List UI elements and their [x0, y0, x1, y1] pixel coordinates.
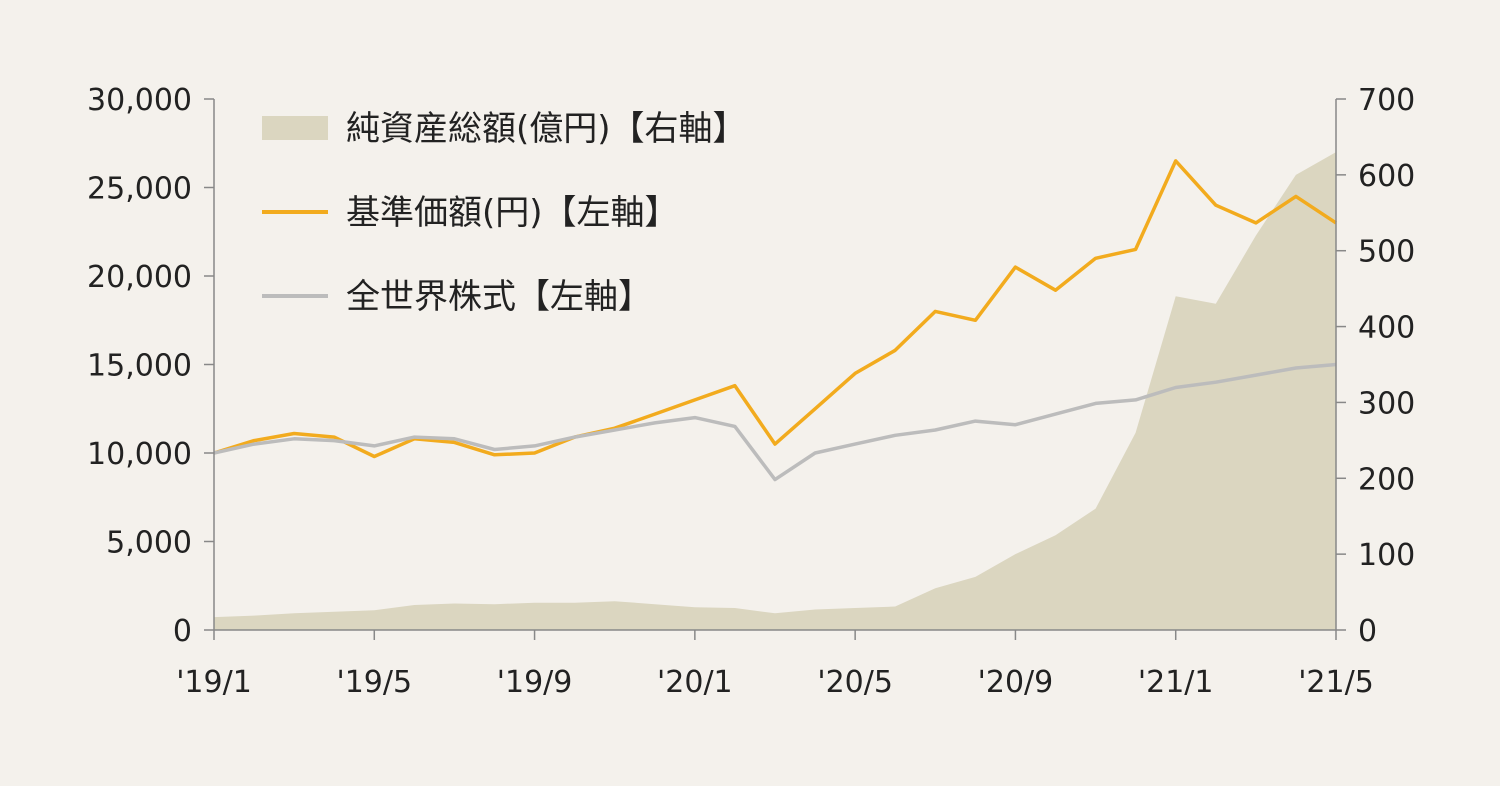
right-tick-label: 700: [1358, 83, 1415, 118]
left-tick-label: 5,000: [106, 526, 192, 561]
legend-label: 純資産総額(億円)【右軸】: [346, 109, 747, 149]
right-tick-label: 400: [1358, 311, 1415, 346]
x-tick-label: '21/1: [1138, 665, 1214, 700]
line-layer: [213, 159, 1337, 482]
series-line-2: [213, 362, 1337, 482]
right-tick-label: 0: [1358, 614, 1377, 649]
left-tick-label: 20,000: [87, 260, 192, 295]
left-tick-label: 30,000: [87, 83, 192, 118]
right-tick-label: 500: [1358, 235, 1415, 270]
x-tick-label: '19/5: [336, 665, 412, 700]
right-tick-label: 200: [1358, 462, 1415, 497]
left-tick-label: 25,000: [87, 172, 192, 207]
right-tick-label: 300: [1358, 386, 1415, 421]
legend-swatch-area: [262, 116, 328, 140]
right-tick-label: 100: [1358, 538, 1415, 573]
series-area-net-assets: [214, 152, 1336, 630]
x-tick-label: '20/9: [978, 665, 1054, 700]
area-layer: [214, 152, 1336, 630]
x-tick-label: '20/1: [657, 665, 733, 700]
x-tick-label: '20/5: [817, 665, 893, 700]
left-tick-label: 0: [173, 614, 192, 649]
legend-label: 基準価額(円)【左軸】: [346, 193, 679, 233]
axes-layer: 0 5,000 10,000 15,000 20,000 25,000 30,000 0 100…: [87, 83, 1415, 700]
left-tick-label: 10,000: [87, 437, 192, 472]
series-line-1: [213, 159, 1337, 459]
x-tick-label: '19/1: [176, 665, 252, 700]
right-tick-label: 600: [1358, 159, 1415, 194]
x-tick-label: '21/5: [1298, 665, 1374, 700]
legend: 純資産総額(億円)【右軸】基準価額(円)【左軸】全世界株式【左軸】: [262, 109, 747, 317]
x-tick-label: '19/9: [497, 665, 573, 700]
left-tick-label: 15,000: [87, 349, 192, 384]
legend-label: 全世界株式【左軸】: [346, 277, 652, 317]
